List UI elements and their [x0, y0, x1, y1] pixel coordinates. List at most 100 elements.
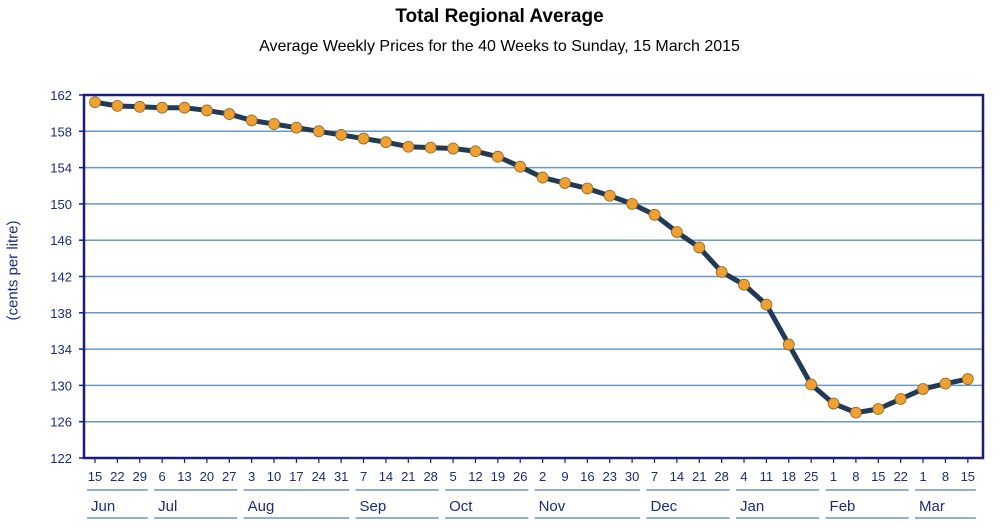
month-label: Jul: [158, 498, 177, 515]
data-point: [312, 125, 325, 138]
data-point: [133, 100, 146, 113]
data-point: [805, 378, 818, 391]
x-tick-label: 26: [513, 469, 527, 484]
data-point: [782, 338, 795, 351]
data-point: [693, 241, 706, 254]
x-tick-label: 15: [871, 469, 885, 484]
y-tick-label: 158: [50, 124, 72, 139]
month-label: Jan: [740, 498, 764, 515]
data-point: [872, 403, 885, 415]
x-tick-label: 22: [110, 469, 124, 484]
data-point: [424, 141, 437, 154]
data-point: [491, 150, 504, 163]
data-point: [514, 160, 527, 173]
y-tick-label: 150: [50, 197, 72, 212]
x-tick-label: 28: [714, 469, 728, 484]
data-point: [603, 189, 616, 202]
data-point: [156, 101, 169, 114]
data-point: [447, 142, 459, 155]
x-tick-label: 1: [830, 469, 837, 484]
x-tick-label: 7: [360, 469, 367, 484]
x-tick-label: 8: [852, 469, 859, 484]
series-line: [92, 99, 971, 416]
x-tick-label: 4: [740, 469, 747, 484]
data-point: [335, 129, 348, 141]
data-point: [760, 298, 773, 311]
data-point: [715, 266, 728, 278]
x-tick-label: 3: [248, 469, 255, 484]
data-point: [536, 171, 549, 184]
x-tick-label: 12: [468, 469, 482, 484]
chart-subtitle: Average Weekly Prices for the 40 Weeks t…: [259, 38, 740, 55]
x-tick-label: 15: [88, 469, 102, 484]
data-point: [111, 99, 124, 112]
chart-title: Total Regional Average: [395, 6, 604, 27]
x-tick-label: 14: [379, 469, 393, 484]
x-tick-label: 23: [603, 469, 617, 484]
month-label: Dec: [651, 498, 678, 515]
y-tick-label: 154: [50, 161, 72, 176]
data-point: [850, 406, 862, 419]
x-tick-label: 17: [289, 469, 303, 484]
x-tick-label: 22: [893, 469, 907, 484]
data-point: [827, 397, 840, 410]
x-tick-label: 10: [267, 469, 281, 484]
data-point: [648, 208, 661, 221]
data-point: [290, 121, 303, 134]
x-tick-label: 8: [942, 469, 949, 484]
data-point: [626, 197, 639, 210]
data-point: [245, 114, 258, 127]
x-tick-label: 11: [760, 469, 774, 484]
data-point: [402, 140, 415, 153]
month-label: Nov: [539, 498, 566, 515]
x-tick-label: 28: [423, 469, 437, 484]
x-tick-label: 31: [334, 469, 348, 484]
data-point: [559, 177, 571, 189]
plot-frame: [82, 93, 985, 460]
data-point: [89, 96, 101, 109]
y-tick-label: 162: [50, 88, 72, 103]
data-point: [961, 373, 974, 385]
data-point: [223, 108, 236, 120]
x-tick-label: 7: [651, 469, 658, 484]
y-tick-label: 142: [50, 270, 72, 285]
x-tick-label: 29: [133, 469, 147, 484]
data-point: [178, 101, 191, 114]
data-point: [357, 132, 370, 145]
month-label: Feb: [830, 498, 856, 515]
x-tick-label: 30: [625, 469, 639, 484]
data-point: [469, 145, 482, 158]
data-point: [894, 393, 907, 405]
y-tick-label: 122: [50, 451, 72, 466]
data-point: [939, 377, 952, 390]
data-point: [581, 182, 594, 195]
x-tick-label: 14: [670, 469, 684, 484]
data-point: [917, 383, 929, 395]
x-tick-label: 16: [580, 469, 594, 484]
y-tick-label: 138: [50, 306, 72, 321]
y-tick-label: 146: [50, 233, 72, 248]
x-tick-label: 5: [449, 469, 456, 484]
data-point: [268, 118, 280, 130]
x-tick-label: 13: [177, 469, 191, 484]
data-point: [670, 226, 683, 238]
month-label: Aug: [248, 498, 275, 515]
x-tick-label: 1: [919, 469, 926, 484]
x-tick-label: 2: [539, 469, 546, 484]
month-label: Jun: [91, 498, 115, 515]
x-tick-label: 21: [692, 469, 706, 484]
x-tick-label: 6: [159, 469, 166, 484]
data-point: [200, 104, 213, 117]
y-tick-label: 126: [50, 415, 72, 430]
data-point: [380, 136, 392, 149]
y-tick-label: 134: [50, 342, 72, 357]
x-tick-label: 9: [561, 469, 568, 484]
x-tick-label: 18: [782, 469, 796, 484]
month-label: Sep: [360, 498, 387, 515]
x-tick-label: 21: [401, 469, 415, 484]
month-label: Mar: [919, 498, 945, 515]
x-tick-label: 20: [200, 469, 214, 484]
y-tick-label: 130: [50, 378, 72, 393]
x-tick-label: 27: [222, 469, 236, 484]
